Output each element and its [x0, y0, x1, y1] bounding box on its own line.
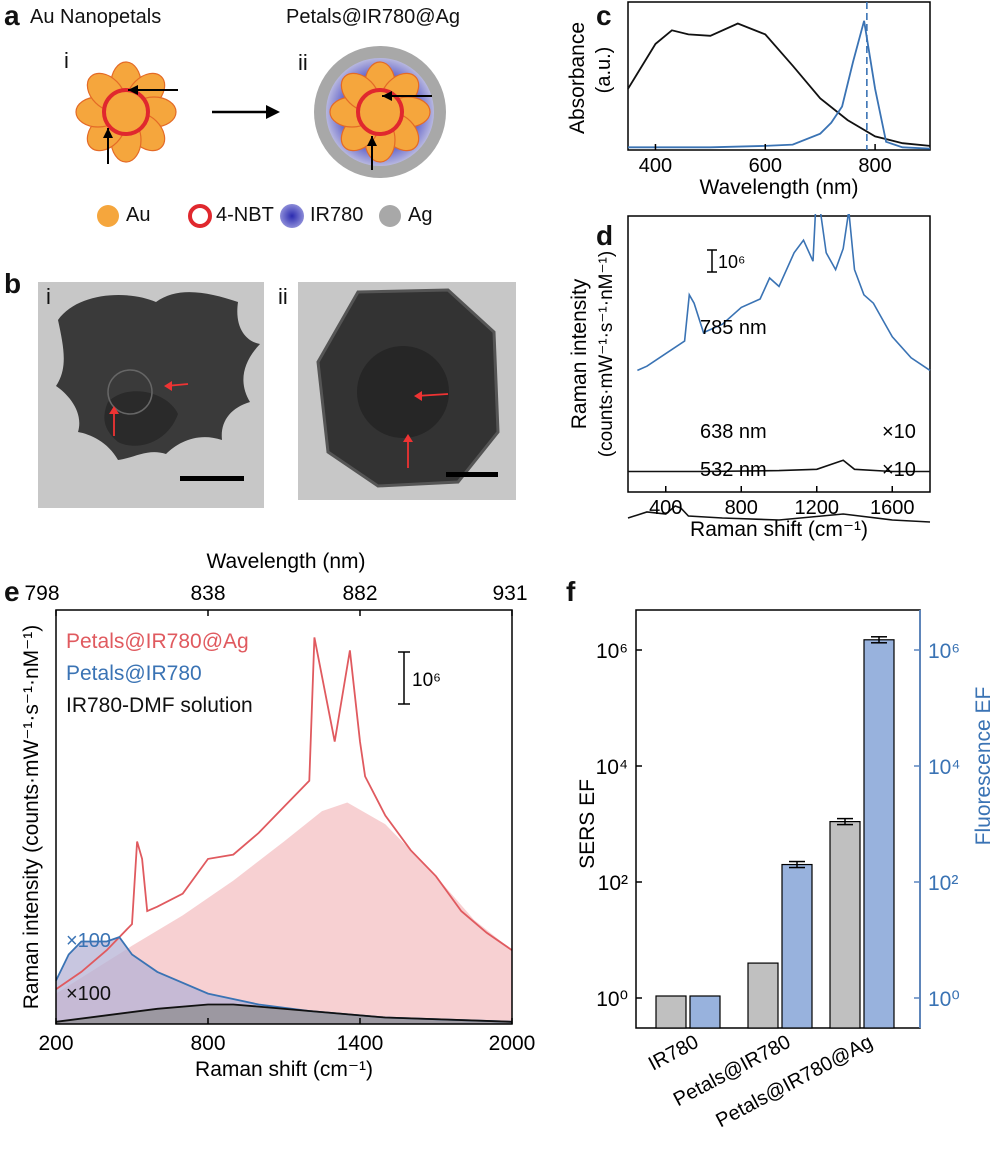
panel-c-xtick-label: 400 [639, 155, 672, 177]
au-nanopetal-icon [74, 60, 178, 164]
ir780-legend-icon [280, 204, 304, 228]
panel-d-line-label: 532 nm [700, 459, 767, 481]
panel-f-ylabel-right: Fluorescence EF [972, 687, 995, 846]
panel-e-xlabel: Raman shift (cm⁻¹) [195, 1058, 373, 1081]
panel-c-series-1 [628, 20, 931, 150]
panel-f-left-tick-label: 10² [598, 872, 628, 895]
panel-b-left-roman: i [46, 284, 51, 309]
panel-e-scale-label: 10⁶ [412, 670, 441, 691]
panel-e-xtick-label: 2000 [489, 1032, 536, 1055]
panel-e-top-axis-title: Wavelength (nm) [206, 550, 365, 573]
panel-e-dmf-fill [56, 1004, 512, 1024]
panel-f-right-tick-label: 10⁰ [928, 988, 960, 1011]
panel-c-series-0 [627, 22, 931, 147]
petals-ir780-ag-icon [314, 46, 446, 178]
panel-e-label: e [4, 576, 20, 607]
panel-f-left-tick-label: 10⁴ [596, 756, 628, 779]
panel-e-xtick-label: 200 [38, 1032, 73, 1055]
panel-f-bar [747, 962, 779, 1029]
panel-d-line-label: 638 nm [700, 421, 767, 443]
panel-d-label: d [596, 220, 614, 251]
panel-e-mult-blue: ×100 [66, 930, 111, 952]
panel-c-ylabel-main: Absorbance [566, 22, 589, 134]
panel-f-bar [655, 995, 687, 1029]
panel-e-chart: 200 800 1400 2000 Raman shift (cm⁻¹) 798 838 88… [20, 550, 536, 1081]
panel-f-bar [863, 639, 895, 1029]
panel-d-scale-label: 10⁶ [718, 252, 745, 272]
panel-f-right-tick-label: 10² [928, 872, 958, 895]
panel-d-ylabel-main: Raman intensity [568, 278, 591, 429]
panel-d-series-1 [628, 459, 930, 473]
panel-e-top-tick-label: 798 [24, 582, 59, 605]
panel-b-right-roman: ii [278, 284, 288, 309]
panel-e-ylabel: Raman intensity (counts·mW⁻¹·s⁻¹·nM⁻¹) [20, 625, 43, 1009]
panel-e-legend-entry: Petals@IR780 [66, 662, 202, 685]
panel-a-right-title: Petals@IR780@Ag [286, 6, 461, 28]
panel-c-xlabel: Wavelength (nm) [699, 176, 858, 199]
panel-f-bar [829, 820, 861, 1029]
panel-f-left-tick-label: 10⁰ [596, 988, 628, 1011]
panel-c-xtick-label: 600 [749, 155, 782, 177]
panel-d-xtick-label: 1600 [870, 497, 915, 519]
panel-e-legend-entry: IR780-DMF solution [66, 694, 253, 717]
tem-image-ii [298, 282, 516, 500]
panel-e-frame [55, 609, 513, 1025]
au-legend-icon [97, 205, 119, 227]
legend-ag-label: Ag [408, 204, 433, 226]
legend-au-label: Au [126, 204, 151, 226]
panel-b-label: b [4, 268, 22, 299]
panel-e-series-0 [55, 637, 513, 990]
panel-c-frame [627, 1, 931, 151]
panel-d-multiplier: ×10 [882, 421, 916, 443]
panel-f-bar [781, 863, 813, 1029]
scale-bar-ii [446, 472, 498, 477]
panel-a-label: a [4, 0, 20, 31]
panel-d-line-label: 785 nm [700, 317, 767, 339]
panel-d-series-0 [637, 214, 931, 372]
panel-f-left-tick-label: 10⁶ [596, 640, 628, 663]
panel-e-top-tick-label: 882 [342, 582, 377, 605]
panel-e-top-tick-label: 931 [492, 582, 527, 605]
panel-f-right-tick-label: 10⁶ [928, 640, 960, 663]
panel-d-xtick-label: 400 [649, 497, 682, 519]
panel-d-xtick-label: 800 [725, 497, 758, 519]
panel-d-series-2 [627, 505, 931, 523]
panel-f-ylabel-left: SERS EF [576, 779, 599, 869]
panel-d-xtick-label: 1200 [795, 497, 840, 519]
panel-e-ag-fill [56, 802, 512, 1024]
panel-e-series-2 [55, 1003, 513, 1023]
nbt-legend-icon [188, 204, 212, 228]
panel-d-frame [627, 215, 931, 493]
panel-c-label: c [596, 0, 612, 31]
legend-4nbt-label: 4-NBT [216, 204, 274, 226]
panel-e-xtick-label: 1400 [337, 1032, 384, 1055]
panel-e-mult-black: ×100 [66, 983, 111, 1005]
panel-c-xtick-label: 800 [858, 155, 891, 177]
panel-e-legend-entry: Petals@IR780@Ag [66, 630, 249, 653]
panel-d-chart: 785 nm 638 nm ×10 532 nm ×10 10⁶ 400 800 1200 160… [568, 214, 931, 541]
panel-f-label: f [566, 576, 576, 607]
panel-e-xtick-label: 800 [190, 1032, 225, 1055]
panel-d-multiplier: ×10 [882, 459, 916, 481]
panel-a-right-roman: ii [298, 50, 308, 75]
panel-f-bar [689, 995, 721, 1029]
panel-f-category-label: Petals@IR780@Ag [712, 1031, 876, 1132]
tem-image-i [38, 282, 264, 508]
scale-bar-i [180, 476, 244, 481]
panel-e-top-tick-label: 838 [190, 582, 225, 605]
legend-ir780-label: IR780 [310, 204, 364, 226]
ag-legend-icon [379, 205, 401, 227]
panel-d-xlabel: Raman shift (cm⁻¹) [690, 518, 868, 541]
panel-e-ir780-fill [56, 937, 512, 1024]
panel-a-schematic [74, 46, 446, 228]
panel-f-right-tick-label: 10⁴ [928, 756, 960, 779]
panel-a-left-title: Au Nanopetals [30, 6, 162, 28]
panel-d-ylabel-unit: (counts·mW⁻¹·s⁻¹·nM⁻¹) [596, 251, 617, 457]
panel-c-ylabel-unit: (a.u.) [593, 47, 615, 94]
panel-a-left-roman: i [64, 48, 69, 73]
panel-f-category-label: IR780 [645, 1031, 702, 1075]
reaction-arrow-icon [212, 105, 280, 119]
